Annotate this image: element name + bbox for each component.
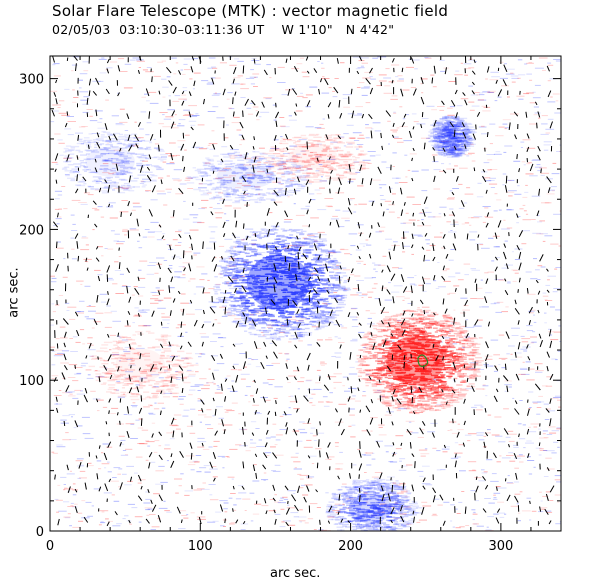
x-tick-label-0: 0 bbox=[46, 539, 54, 554]
plot-frame bbox=[49, 55, 562, 532]
x-tick-label-2: 200 bbox=[338, 539, 363, 554]
y-tick-label-1: 100 bbox=[19, 374, 44, 389]
polarity-regions bbox=[59, 115, 484, 531]
y-tick-label-2: 200 bbox=[19, 223, 44, 238]
flare-contour bbox=[417, 354, 429, 367]
noise-texture bbox=[50, 56, 561, 531]
y-axis-label: arc sec. bbox=[6, 267, 22, 318]
region-positive-7 bbox=[88, 330, 199, 401]
x-tick-label-3: 300 bbox=[488, 539, 513, 554]
observation-info: 02/05/03 03:10:30–03:11:36 UT W 1'10" N … bbox=[52, 22, 394, 37]
page-title: Solar Flare Telescope (MTK) : vector mag… bbox=[52, 2, 449, 20]
observation-time: 03:10:30–03:11:36 UT bbox=[119, 22, 265, 37]
observation-date: 02/05/03 bbox=[52, 22, 111, 37]
axis-tick-labels: 0 100 200 300 0 100 200 300 bbox=[19, 73, 513, 554]
x-tick-label-1: 100 bbox=[188, 539, 213, 554]
region-negative-0 bbox=[213, 225, 352, 341]
x-axis-label: arc sec. bbox=[270, 566, 321, 581]
y-tick-label-0: 0 bbox=[36, 525, 44, 540]
region-negative-4 bbox=[186, 150, 312, 204]
region-positive-1 bbox=[356, 309, 484, 414]
y-tick-label-3: 300 bbox=[19, 73, 44, 88]
vector-field bbox=[51, 56, 555, 527]
axis-ticks bbox=[49, 56, 562, 532]
observation-position: W 1'10" N 4'42" bbox=[281, 22, 395, 37]
region-negative-5 bbox=[59, 131, 168, 194]
region-positive-6 bbox=[262, 133, 370, 183]
